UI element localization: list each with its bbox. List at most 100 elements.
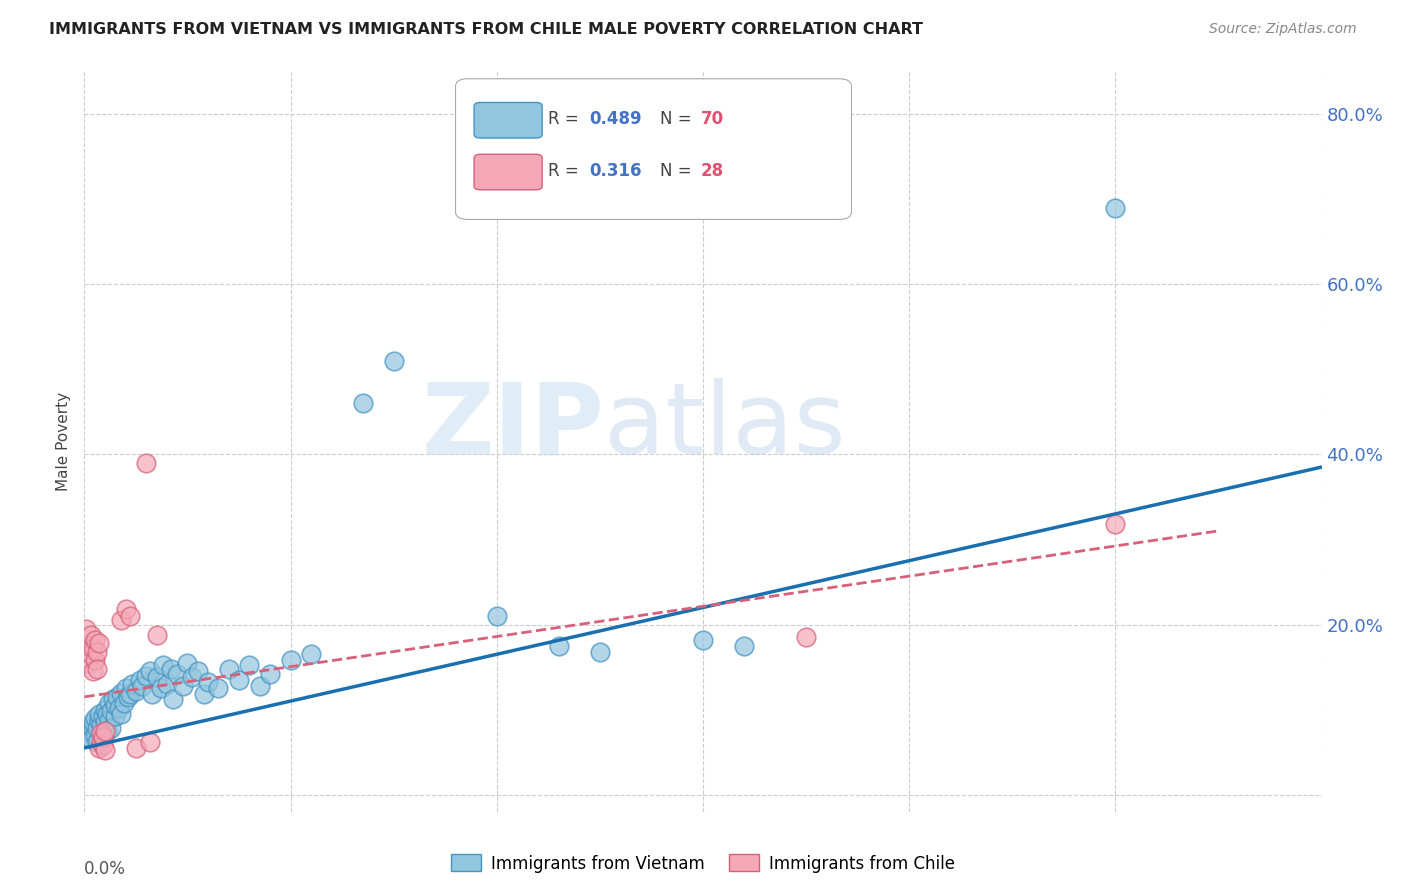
Text: N =: N = xyxy=(659,162,696,180)
Point xyxy=(90,726,112,740)
Text: IMMIGRANTS FROM VIETNAM VS IMMIGRANTS FROM CHILE MALE POVERTY CORRELATION CHART: IMMIGRANTS FROM VIETNAM VS IMMIGRANTS FR… xyxy=(49,22,924,37)
Point xyxy=(86,645,108,659)
Point xyxy=(110,613,132,627)
FancyBboxPatch shape xyxy=(474,154,543,190)
Point xyxy=(86,662,108,676)
Point xyxy=(172,679,194,693)
Point xyxy=(207,681,229,696)
Point xyxy=(77,639,100,653)
Point xyxy=(87,740,110,755)
Point xyxy=(733,639,755,653)
Point xyxy=(100,704,122,718)
Point xyxy=(110,685,132,699)
Point xyxy=(129,673,152,687)
Point xyxy=(145,628,167,642)
Point xyxy=(547,639,569,653)
Text: ZIP: ZIP xyxy=(422,378,605,475)
Point xyxy=(83,711,105,725)
Text: 70: 70 xyxy=(700,111,724,128)
Point xyxy=(110,706,132,721)
Point xyxy=(112,696,135,710)
Point xyxy=(94,723,117,738)
Point xyxy=(86,722,108,736)
Point xyxy=(135,668,157,682)
Point xyxy=(299,648,322,662)
Point xyxy=(103,692,125,706)
Text: 28: 28 xyxy=(700,162,724,180)
Point xyxy=(125,740,148,755)
Point xyxy=(82,715,104,730)
Point xyxy=(131,679,153,693)
Point xyxy=(91,730,114,744)
Point xyxy=(94,743,117,757)
Point xyxy=(104,709,127,723)
Point xyxy=(98,696,121,710)
Text: N =: N = xyxy=(659,111,696,128)
Text: R =: R = xyxy=(548,111,585,128)
Point xyxy=(96,706,118,721)
Point xyxy=(94,703,117,717)
Point xyxy=(145,670,167,684)
Text: 0.0%: 0.0% xyxy=(84,860,127,878)
Point xyxy=(1104,201,1126,215)
Point xyxy=(91,709,114,723)
Point xyxy=(100,722,122,736)
Point xyxy=(187,665,209,679)
Point xyxy=(352,396,374,410)
Point xyxy=(692,632,714,647)
Point xyxy=(82,720,104,734)
Point xyxy=(1104,517,1126,532)
Point xyxy=(160,662,183,676)
Point xyxy=(382,353,405,368)
Text: 0.316: 0.316 xyxy=(589,162,641,180)
Legend: Immigrants from Vietnam, Immigrants from Chile: Immigrants from Vietnam, Immigrants from… xyxy=(444,847,962,880)
Point xyxy=(77,656,100,670)
Point xyxy=(75,622,97,636)
Point xyxy=(87,713,110,727)
Point xyxy=(105,690,128,704)
Point xyxy=(87,636,110,650)
Point xyxy=(152,658,174,673)
Point xyxy=(90,735,112,749)
Point xyxy=(193,687,215,701)
Point xyxy=(139,665,162,679)
Point xyxy=(79,732,101,747)
Point xyxy=(280,653,302,667)
Point xyxy=(259,666,281,681)
Point xyxy=(87,706,110,721)
Point xyxy=(117,690,139,704)
Point xyxy=(114,602,136,616)
Point xyxy=(83,728,105,742)
Point xyxy=(96,723,118,738)
Point xyxy=(121,677,143,691)
Text: 0.489: 0.489 xyxy=(589,111,641,128)
Point xyxy=(83,632,105,647)
FancyBboxPatch shape xyxy=(474,103,543,138)
Y-axis label: Male Poverty: Male Poverty xyxy=(56,392,72,491)
Point xyxy=(149,681,172,696)
Point xyxy=(125,684,148,698)
Point xyxy=(79,628,101,642)
Point xyxy=(79,726,101,740)
Point xyxy=(75,730,97,744)
Point xyxy=(108,701,131,715)
Point xyxy=(166,666,188,681)
Point xyxy=(77,723,100,738)
Point xyxy=(135,456,157,470)
Text: atlas: atlas xyxy=(605,378,845,475)
Point xyxy=(141,687,163,701)
Point xyxy=(118,609,141,624)
Point xyxy=(218,662,240,676)
Point xyxy=(794,630,817,644)
Point xyxy=(156,677,179,691)
Point xyxy=(94,715,117,730)
Point xyxy=(82,641,104,656)
Point xyxy=(238,658,260,673)
Point xyxy=(82,665,104,679)
Point xyxy=(485,609,508,624)
Point xyxy=(197,675,219,690)
Point xyxy=(91,730,114,744)
Point xyxy=(91,739,114,753)
Text: Source: ZipAtlas.com: Source: ZipAtlas.com xyxy=(1209,22,1357,37)
Point xyxy=(83,653,105,667)
